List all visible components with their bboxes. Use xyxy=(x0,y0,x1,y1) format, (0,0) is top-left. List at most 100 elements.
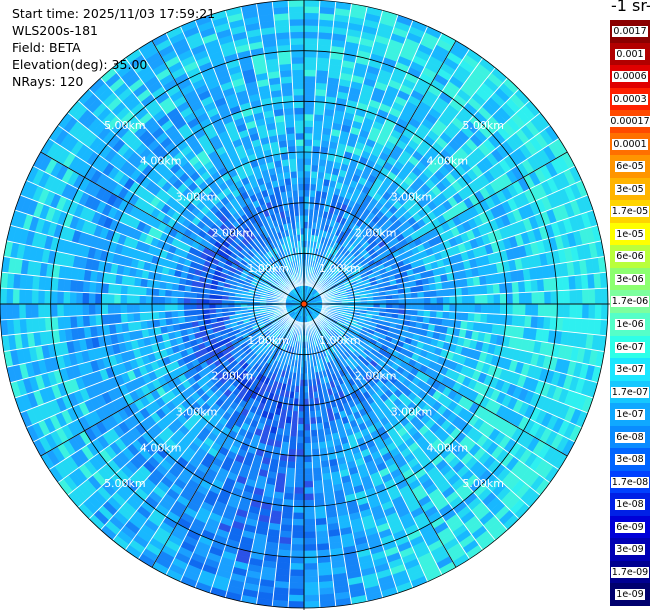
range-gate-cell xyxy=(313,492,325,501)
range-gate-cell xyxy=(113,293,121,305)
range-gate-cell xyxy=(575,303,583,319)
range-gate-cell xyxy=(303,189,311,197)
range-gate-cell xyxy=(284,480,295,488)
range-gate-cell xyxy=(436,289,444,298)
range-gate-cell xyxy=(291,525,305,533)
range-gate-cell xyxy=(277,543,292,551)
range-gate-cell xyxy=(474,294,482,305)
range-gate-cell xyxy=(82,280,91,293)
range-gate-cell xyxy=(315,530,329,539)
range-gate-cell xyxy=(588,288,596,305)
range-gate-cell xyxy=(455,303,463,313)
range-gate-cell xyxy=(151,287,160,297)
range-gate-cell xyxy=(423,303,431,311)
range-gate-cell xyxy=(101,314,109,326)
range-gate-cell xyxy=(569,303,577,319)
range-gate-cell xyxy=(512,292,520,305)
range-gate-cell xyxy=(310,164,319,172)
range-gate-cell xyxy=(57,277,65,292)
range-gate-cell xyxy=(76,279,84,293)
range-gate-cell xyxy=(303,455,313,463)
range-gate-cell xyxy=(530,315,539,329)
range-gate-cell xyxy=(442,311,450,320)
range-gate-cell xyxy=(303,94,316,102)
range-gate-cell xyxy=(283,486,295,494)
range-gate-cell xyxy=(158,296,166,305)
range-gate-cell xyxy=(107,293,115,305)
range-gate-cell xyxy=(303,25,319,33)
range-gate-cell xyxy=(556,303,564,318)
range-gate-cell xyxy=(114,313,122,325)
range-gate-cell xyxy=(404,298,412,305)
range-gate-cell xyxy=(285,467,296,475)
range-gate-cell xyxy=(44,303,52,318)
range-gate-cell xyxy=(298,392,305,400)
range-gate-cell xyxy=(303,588,320,596)
range-gate-cell xyxy=(202,303,210,310)
range-gate-cell xyxy=(314,101,326,109)
range-gate-cell xyxy=(177,310,185,318)
range-gate-cell xyxy=(313,480,324,488)
range-gate-cell xyxy=(398,303,406,310)
range-gate-cell xyxy=(392,298,400,305)
range-gate-cell xyxy=(442,296,450,305)
range-gate-cell xyxy=(189,303,197,311)
range-gate-cell xyxy=(75,303,83,317)
range-gate-cell xyxy=(132,303,140,314)
range-gate-cell xyxy=(145,303,153,313)
range-gate-cell xyxy=(312,139,322,147)
range-gate-cell xyxy=(303,468,314,476)
range-gate-cell xyxy=(63,291,71,305)
range-gate-cell xyxy=(170,296,178,305)
range-gate-cell xyxy=(449,295,457,305)
range-gate-cell xyxy=(82,315,91,328)
range-gate-cell xyxy=(303,392,310,400)
range-gate-cell xyxy=(582,288,590,305)
range-gate-cell xyxy=(139,312,147,322)
range-gate-cell xyxy=(208,298,216,305)
range-gate-cell xyxy=(289,563,305,571)
range-gate-cell xyxy=(582,303,590,320)
range-gate-cell xyxy=(315,82,328,91)
range-gate-cell xyxy=(314,499,326,507)
range-gate-cell xyxy=(296,436,305,444)
range-gate-cell xyxy=(303,183,311,191)
range-gate-cell xyxy=(473,285,482,296)
range-gate-cell xyxy=(297,411,305,419)
range-gate-cell xyxy=(158,311,166,320)
range-gate-cell xyxy=(480,313,488,324)
range-gate-cell xyxy=(311,145,321,154)
range-gate-cell xyxy=(303,113,315,121)
range-gate-cell xyxy=(492,313,501,325)
range-gate-cell xyxy=(468,294,476,305)
range-gate-cell xyxy=(467,285,475,296)
range-gate-cell xyxy=(296,430,305,438)
range-gate-cell xyxy=(543,316,551,331)
range-gate-cell xyxy=(303,75,317,83)
range-gate-cell xyxy=(392,303,400,310)
range-gate-cell xyxy=(281,511,294,520)
range-gate-cell xyxy=(69,291,77,305)
range-gate-cell xyxy=(69,279,78,293)
range-gate-cell xyxy=(467,312,475,323)
range-gate-cell xyxy=(303,82,316,90)
range-gate-cell xyxy=(303,145,313,153)
range-gate-cell xyxy=(290,556,305,564)
range-gate-cell xyxy=(132,294,140,305)
range-gate-cell xyxy=(283,492,295,501)
range-gate-cell xyxy=(183,303,191,311)
range-gate-cell xyxy=(151,311,160,321)
range-gate-cell xyxy=(202,298,210,305)
range-gate-cell xyxy=(25,303,33,319)
range-gate-cell xyxy=(556,290,564,305)
range-gate-cell xyxy=(303,44,318,52)
range-gate-cell xyxy=(429,310,438,319)
range-gate-cell xyxy=(461,295,469,305)
range-gate-cell xyxy=(0,287,7,305)
range-gate-cell xyxy=(303,417,311,425)
range-gate-cell xyxy=(133,312,141,323)
range-gate-cell xyxy=(75,291,83,305)
range-gate-cell xyxy=(429,289,438,298)
range-gate-cell xyxy=(310,429,319,438)
range-gate-cell xyxy=(448,287,457,297)
